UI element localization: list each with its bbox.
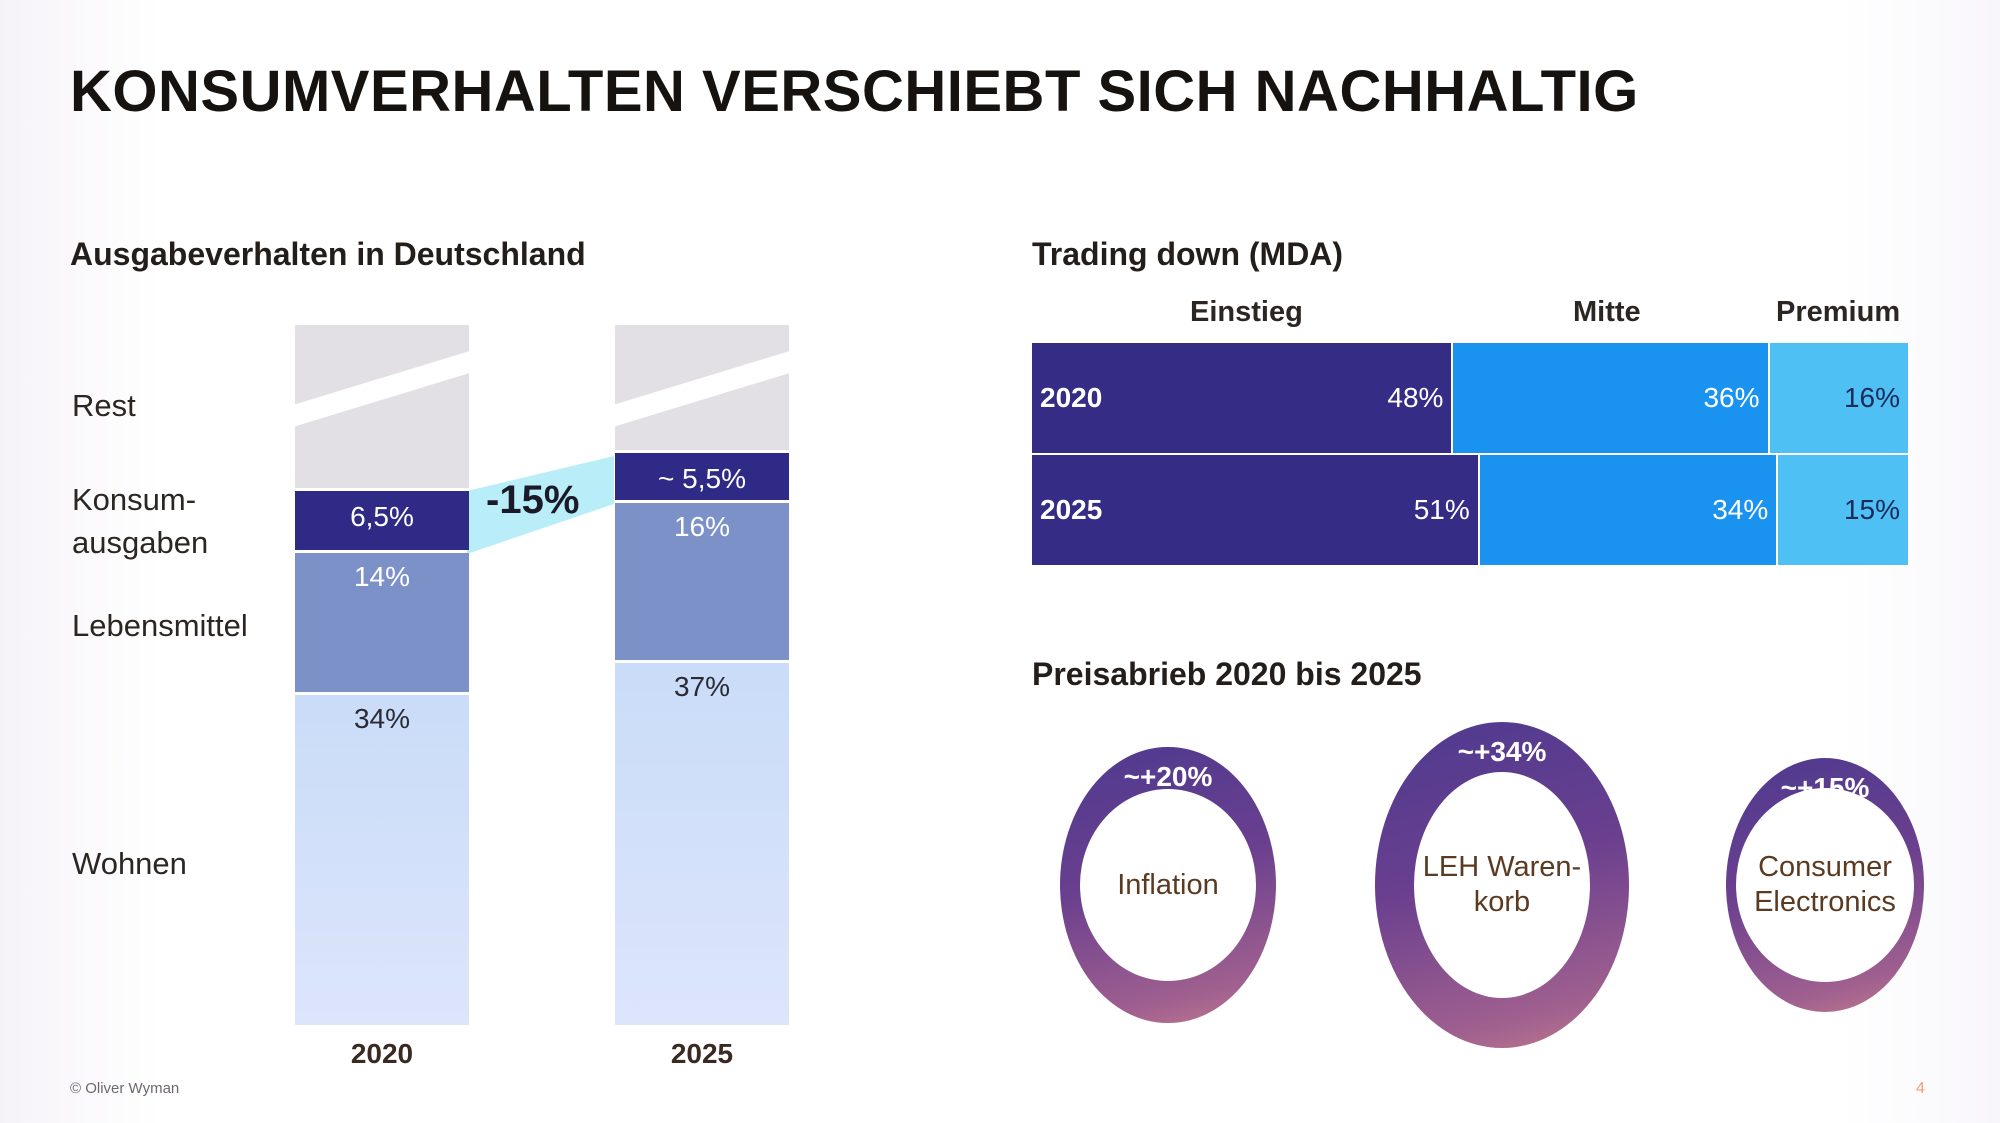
konsum-delta-band	[467, 456, 614, 554]
axis-break	[613, 350, 791, 427]
donut-category-label: Consumer Electronics	[1735, 788, 1914, 982]
data-label: 37%	[673, 671, 731, 702]
donut-ring: ~+15%Consumer Electronics	[1725, 758, 1925, 1012]
hsegment-premium-2020: 16%	[1769, 343, 1910, 453]
data-label: 6,5%	[350, 501, 414, 532]
hsegment-einstieg-2020: 2020 48%	[1032, 343, 1454, 453]
segment-konsumausgaben-2025: ~ 5,5%	[615, 453, 789, 500]
page-title: KONSUMVERHALTEN VERSCHIEBT SICH NACHHALT…	[70, 59, 1639, 124]
donut-ring: ~+20% Inflation	[1060, 747, 1276, 1023]
hsegment-premium-2025: 15%	[1778, 455, 1910, 565]
row-label-rest: Rest	[72, 388, 136, 423]
data-label: 14%	[353, 561, 411, 592]
x-tick-label: 2025	[670, 1038, 734, 1069]
x-tick-label: 2020	[350, 1038, 414, 1069]
page-number: 4	[1916, 1080, 1925, 1097]
segment-wohnen-2020: 34%	[295, 695, 469, 1025]
delta-label: -15%	[486, 478, 580, 522]
hsegment-mitte-2025: 34%	[1479, 455, 1779, 565]
segment-konsumausgaben-2020: 6,5%	[295, 491, 469, 550]
section-title-trading-down: Trading down (MDA)	[1032, 236, 1344, 272]
data-label: 34%	[1712, 494, 1769, 525]
column-2020: 34% 14% 6,5%	[293, 325, 471, 1028]
row-label-wohnen: Wohnen	[72, 846, 187, 881]
row-label-lebensmittel: Lebensmittel	[72, 608, 248, 643]
hbar-row-2020: 2020 48% 36% 16%	[1032, 343, 1910, 453]
segment-rest-2020	[293, 325, 471, 488]
data-label: 15%	[1843, 494, 1900, 525]
row-label-konsumausgaben: Konsum- ausgaben	[72, 482, 209, 561]
donut-category-label: LEH Waren- korb	[1413, 772, 1590, 998]
hsegment-einstieg-2025: 2025 51%	[1032, 455, 1480, 565]
column-header-premium: Premium	[1776, 296, 1901, 328]
row-year-label: 2020	[1040, 382, 1103, 413]
section-title-preisabrieb: Preisabrieb 2020 bis 2025	[1032, 656, 1422, 692]
segment-lebensmittel-2025: 16%	[615, 503, 789, 660]
donut-value-label: ~+20%	[1123, 761, 1213, 792]
donut-value-label: ~+34%	[1457, 736, 1547, 767]
hbar-row-2025: 2025 51% 34% 15%	[1032, 455, 1910, 565]
hsegment-mitte-2020: 36%	[1453, 343, 1770, 453]
data-label: 36%	[1703, 382, 1760, 413]
data-label: 34%	[353, 703, 411, 734]
segment-wohnen-2025: 37%	[615, 663, 789, 1025]
data-label: ~ 5,5%	[658, 463, 746, 494]
segment-lebensmittel-2020: 14%	[295, 553, 469, 692]
copyright-footer: © Oliver Wyman	[70, 1080, 180, 1097]
data-label: 16%	[1843, 382, 1900, 413]
segment-rest-2025	[613, 325, 791, 450]
row-year-label: 2025	[1040, 494, 1103, 525]
column-2025: 37% 16% ~ 5,5%	[613, 325, 791, 1028]
data-label: 51%	[1413, 494, 1470, 525]
donut-category-label: Inflation	[1079, 789, 1256, 981]
donut-ring: ~+34% LEH Waren- korb	[1374, 722, 1630, 1048]
column-header-mitte: Mitte	[1573, 296, 1641, 328]
section-title-ausgabeverhalten: Ausgabeverhalten in Deutschland	[70, 236, 586, 272]
axis-break	[293, 350, 471, 427]
column-header-einstieg: Einstieg	[1190, 296, 1303, 328]
data-label: 16%	[673, 511, 731, 542]
data-label: 48%	[1387, 382, 1444, 413]
